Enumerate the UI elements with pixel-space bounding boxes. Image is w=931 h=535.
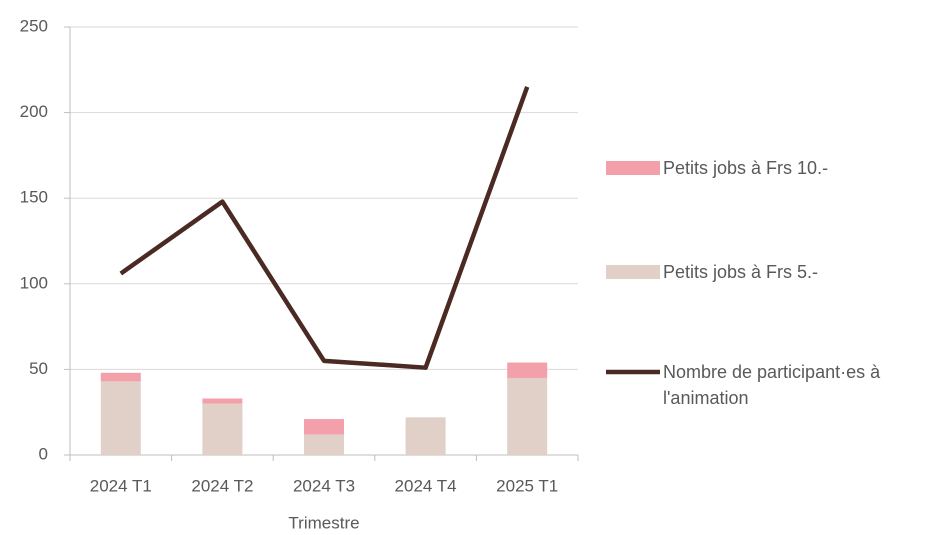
x-tick-label: 2025 T1	[496, 476, 558, 495]
legend-swatch	[606, 161, 660, 175]
bar	[202, 403, 243, 455]
x-tick-label: 2024 T1	[90, 476, 152, 495]
x-tick-label: 2024 T4	[395, 476, 457, 495]
legend-label: Nombre de participant·es à l'animation	[663, 362, 881, 408]
line	[119, 86, 530, 370]
bar	[405, 417, 446, 455]
x-tick-label: 2024 T3	[293, 476, 355, 495]
bar	[100, 381, 141, 455]
legend-label: Petits jobs à Frs 10.-	[663, 158, 829, 178]
bar	[304, 419, 344, 435]
y-tick-label: 200	[20, 102, 48, 121]
y-tick-label: 0	[39, 444, 48, 463]
legend-swatch	[606, 265, 660, 279]
bar	[202, 398, 243, 404]
y-tick-label: 100	[20, 273, 48, 292]
bar	[507, 362, 548, 378]
y-tick-label: 50	[29, 359, 48, 378]
legend-label: Petits jobs à Frs 5.-	[663, 262, 819, 282]
y-tick-label: 150	[20, 188, 48, 207]
x-axis-label: Trimestre	[288, 513, 359, 532]
bar	[100, 372, 141, 382]
x-tick-label: 2024 T2	[191, 476, 253, 495]
bar	[304, 434, 344, 455]
y-tick-label: 250	[20, 16, 48, 35]
bar	[507, 377, 548, 455]
